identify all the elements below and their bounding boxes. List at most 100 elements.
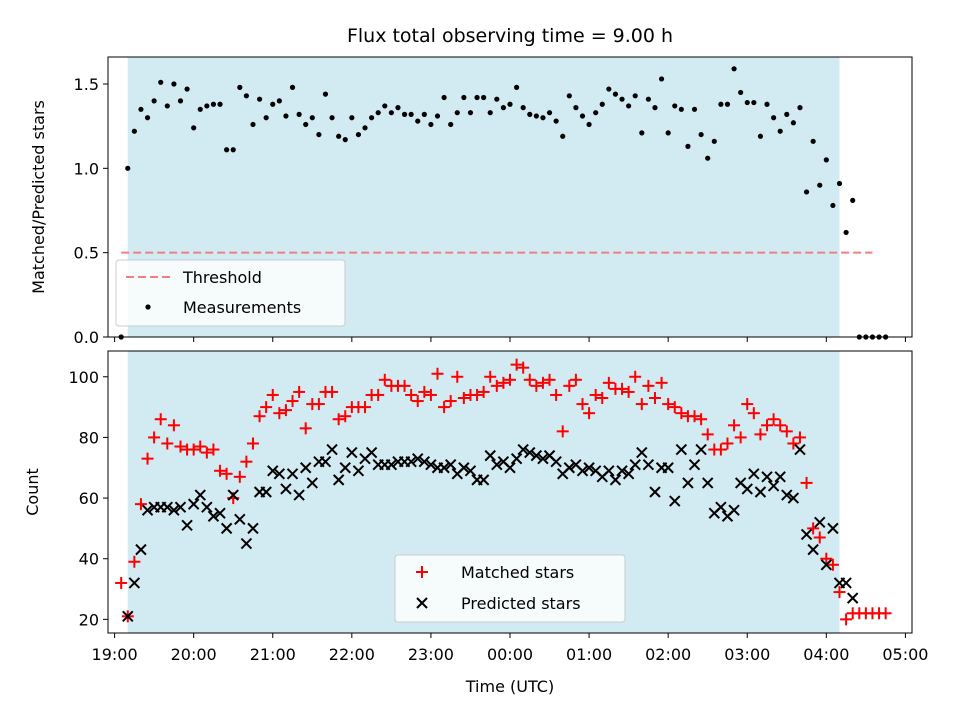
measurement-point xyxy=(355,131,362,138)
matched-star-marker xyxy=(879,607,892,620)
top-plot-marks xyxy=(118,66,889,340)
bottom-y-axis-label: Count xyxy=(23,468,42,516)
matched-star-marker xyxy=(378,373,391,386)
measurement-point xyxy=(619,96,625,102)
matched-star-marker xyxy=(767,413,780,426)
matched-star-marker xyxy=(734,431,747,444)
measurement-point xyxy=(560,133,566,139)
predicted-star-marker xyxy=(761,471,773,483)
predicted-star-marker xyxy=(662,462,674,474)
matched-star-marker xyxy=(556,425,569,438)
measurement-point xyxy=(144,115,151,121)
measurement-point xyxy=(718,101,724,107)
matched-star-marker xyxy=(741,398,754,411)
predicted-star-marker xyxy=(174,501,187,513)
measurement-point xyxy=(513,84,520,90)
matched-star-marker xyxy=(233,470,246,483)
predicted-star-marker xyxy=(609,474,622,486)
matched-star-marker xyxy=(194,440,207,453)
measurement-point xyxy=(177,98,184,104)
predicted-star-marker xyxy=(214,507,226,519)
bottom-legend-box xyxy=(394,554,626,623)
matched-star-marker xyxy=(497,376,510,389)
measurement-point xyxy=(481,94,487,101)
predicted-star-marker xyxy=(405,455,417,468)
matched-star-marker xyxy=(299,422,312,435)
predicted-star-marker xyxy=(161,501,174,513)
top-axis-ticks: 0.0 0.5 1.0 1.5 xyxy=(74,75,906,347)
matched-stars-legend-label: Matched stars xyxy=(461,563,574,582)
matched-star-marker xyxy=(695,413,708,426)
predicted-star-marker xyxy=(794,443,806,456)
matched-star-marker xyxy=(510,358,523,371)
top-panel: 0.0 0.5 1.0 1.5 Flux total observing time =… xyxy=(29,25,913,347)
measurement-point xyxy=(520,105,526,111)
matched-star-marker xyxy=(154,413,167,426)
x-tick-label: 01:00 xyxy=(566,645,612,664)
measurement-point xyxy=(289,84,296,90)
measurement-point xyxy=(698,131,704,138)
matched-star-marker xyxy=(293,385,306,398)
predicted-star-marker xyxy=(299,462,312,474)
predicted-star-marker xyxy=(629,459,641,471)
measurement-point xyxy=(243,93,249,99)
matched-star-marker xyxy=(536,376,549,389)
predicted-star-marker xyxy=(524,446,536,459)
predicted-star-marker xyxy=(286,468,299,480)
measurement-point xyxy=(309,115,315,121)
measurement-point xyxy=(125,165,131,171)
predicted-star-marker xyxy=(220,522,233,535)
measurement-point xyxy=(461,94,467,101)
measurement-point xyxy=(803,189,810,195)
predicted-star-marker xyxy=(227,489,239,501)
bottom-legend: Matched stars Predicted stars xyxy=(394,554,626,623)
predicted-star-marker xyxy=(767,480,780,492)
predicted-star-marker xyxy=(444,459,457,471)
measurement-point xyxy=(586,121,592,128)
measurement-point xyxy=(830,202,836,209)
predicted-star-marker xyxy=(715,501,727,513)
measurement-point xyxy=(724,101,731,107)
measurement-point xyxy=(217,101,223,107)
matched-star-marker xyxy=(662,398,675,411)
measurement-point xyxy=(224,147,230,153)
matched-star-marker xyxy=(490,379,503,392)
predicted-star-marker xyxy=(234,513,246,525)
measurement-point xyxy=(626,103,632,109)
matched-star-marker xyxy=(484,370,497,383)
measurement-point xyxy=(250,121,256,128)
measurement-point xyxy=(705,155,711,161)
measurement-point xyxy=(191,125,197,131)
predicted-star-marker xyxy=(741,483,753,495)
measurement-point xyxy=(401,111,408,117)
measurement-point xyxy=(771,115,777,121)
predicted-star-marker xyxy=(537,452,549,465)
measurement-point xyxy=(777,128,783,134)
predicted-star-marker xyxy=(128,577,141,589)
matched-star-marker xyxy=(148,431,161,444)
matched-star-marker xyxy=(471,388,484,401)
measurement-point xyxy=(652,105,658,111)
matched-star-marker xyxy=(668,401,681,414)
measurement-point xyxy=(757,133,764,139)
measurement-point xyxy=(843,229,849,236)
matched-star-marker xyxy=(569,373,582,386)
measurement-point xyxy=(764,101,770,107)
measurement-point xyxy=(685,143,691,149)
matched-star-marker xyxy=(761,419,774,432)
predicted-star-marker xyxy=(510,452,523,465)
predicted-star-marker xyxy=(530,449,543,462)
matched-star-marker xyxy=(820,552,833,565)
measurement-point xyxy=(632,93,638,99)
predicted-stars-legend-label: Predicted stars xyxy=(461,594,581,613)
predicted-star-marker xyxy=(846,592,859,604)
predicted-star-marker xyxy=(642,459,655,471)
predicted-star-marker xyxy=(754,486,767,498)
measurement-point xyxy=(349,115,355,121)
measurement-point xyxy=(164,103,170,109)
measurement-point xyxy=(850,197,856,203)
matched-star-marker xyxy=(174,440,187,453)
measurement-point xyxy=(448,121,454,128)
predicted-star-marker xyxy=(484,449,496,462)
